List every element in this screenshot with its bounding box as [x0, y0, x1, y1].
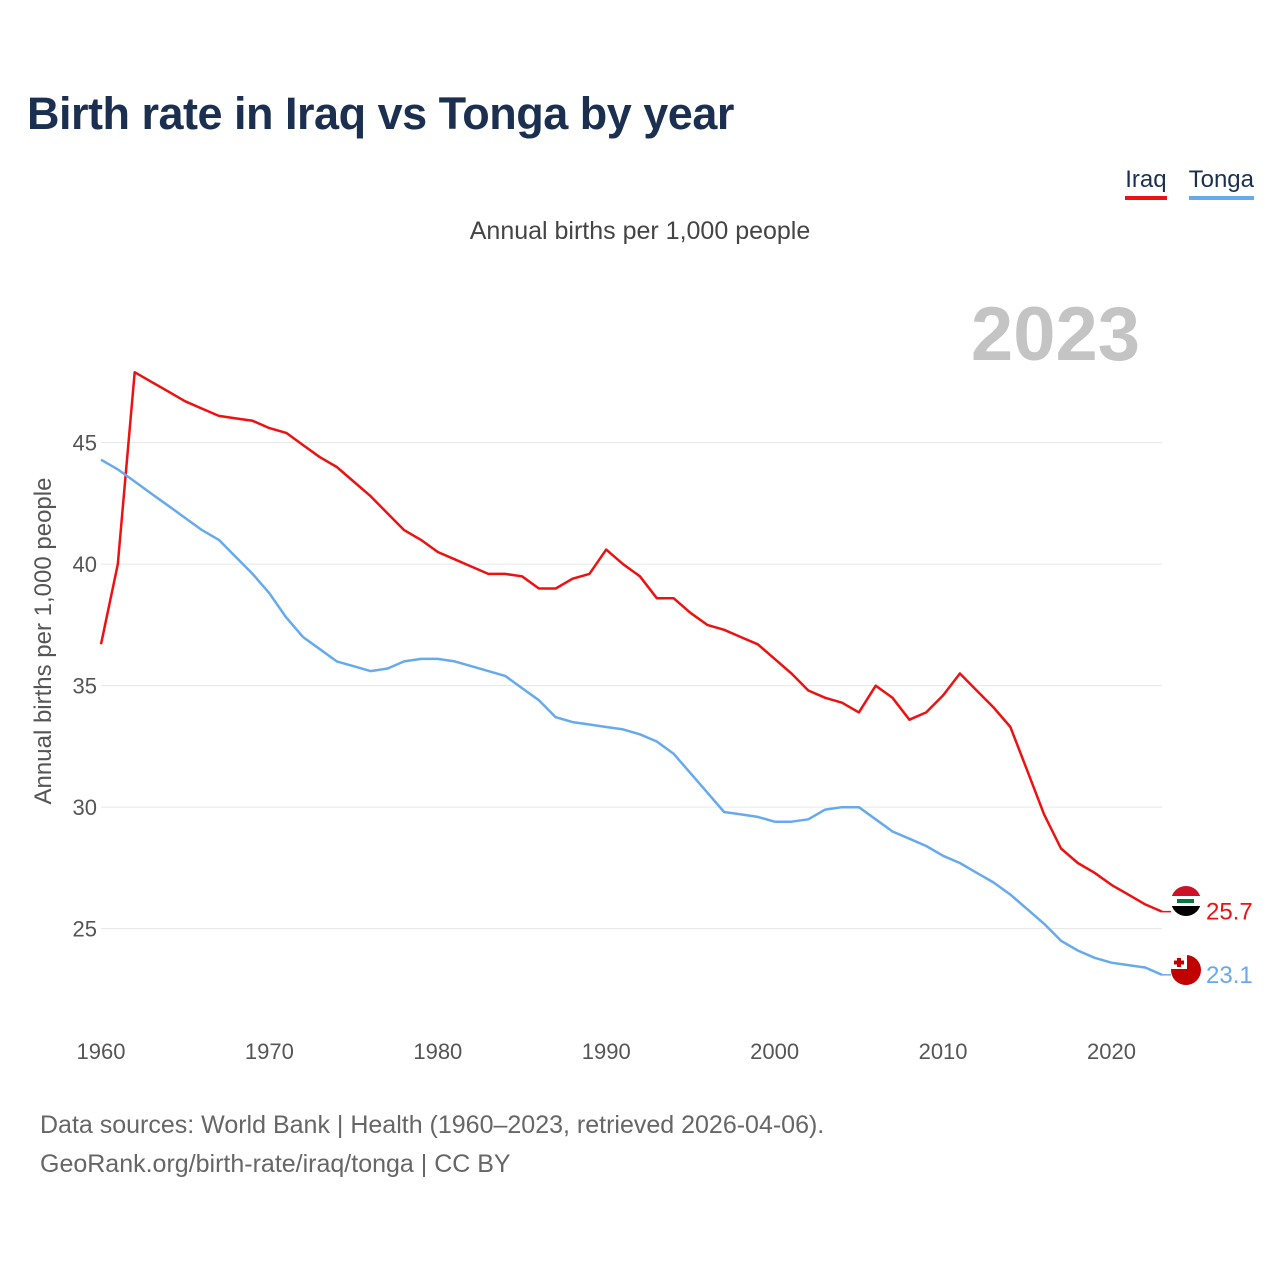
x-axis-ticks: 1960 1970 1980 1990 2000 2010 2020	[77, 1039, 1136, 1064]
end-labels: 25.7 23.1	[1162, 899, 1253, 989]
end-value-label-tonga: 23.1	[1206, 962, 1253, 989]
legend-item-tonga[interactable]: Tonga	[1188, 166, 1254, 200]
gridlines	[101, 442, 1162, 930]
tonga-flag-icon	[1171, 955, 1201, 985]
legend: Iraq Tonga	[1125, 166, 1254, 200]
x-tick-label: 2020	[1087, 1039, 1136, 1064]
chart-subtitle: Annual births per 1,000 people	[469, 217, 811, 245]
y-tick-label: 30	[73, 795, 97, 820]
x-tick-label: 1960	[77, 1039, 126, 1064]
year-watermark: 2023	[971, 292, 1140, 377]
x-tick-label: 1970	[245, 1039, 294, 1064]
end-value-label-iraq: 25.7	[1206, 899, 1253, 926]
source-url[interactable]: GeoRank.org/birth-rate/iraq/tonga | CC B…	[40, 1150, 511, 1178]
legend-item-iraq[interactable]: Iraq	[1125, 166, 1167, 200]
x-tick-label: 2000	[750, 1039, 799, 1064]
data-source-note: Data sources: World Bank | Health (1960–…	[40, 1111, 825, 1139]
y-tick-label: 40	[73, 552, 97, 577]
y-tick-label: 45	[73, 431, 97, 456]
iraq-flag-icon	[1171, 886, 1201, 916]
x-tick-label: 2010	[919, 1039, 968, 1064]
y-axis-ticks: 25 30 35 40 45	[73, 431, 97, 942]
series-line-iraq[interactable]	[99, 370, 1163, 913]
y-tick-label: 35	[73, 674, 97, 699]
x-tick-label: 1990	[582, 1039, 631, 1064]
series-line-tonga[interactable]	[100, 458, 1163, 976]
y-axis-label: Annual births per 1,000 people	[30, 478, 57, 805]
chart-title: Birth rate in Iraq vs Tonga by year	[27, 88, 734, 139]
footer: Data sources: World Bank | Health (1960–…	[40, 1106, 824, 1184]
series-lines	[99, 370, 1163, 976]
x-tick-label: 1980	[413, 1039, 462, 1064]
y-tick-label: 25	[73, 917, 97, 942]
